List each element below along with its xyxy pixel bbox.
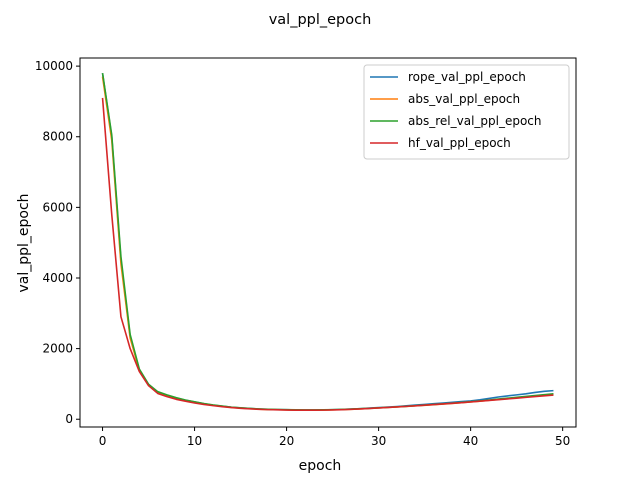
x-axis-label: epoch — [299, 458, 342, 474]
x-tick-label: 10 — [187, 434, 202, 448]
y-axis: 0 2000 4000 6000 8000 10000 — [35, 59, 80, 426]
x-tick-label: 50 — [555, 434, 570, 448]
x-tick-label: 30 — [371, 434, 386, 448]
y-axis-label: val_ppl_epoch — [16, 193, 32, 292]
y-tick-label: 2000 — [42, 342, 73, 356]
legend-label-3: hf_val_ppl_epoch — [408, 136, 511, 150]
y-tick-label: 0 — [65, 412, 73, 426]
x-tick-label: 0 — [99, 434, 107, 448]
legend-label-1: abs_val_ppl_epoch — [408, 92, 520, 106]
x-axis: 0 10 20 30 40 50 — [99, 427, 570, 448]
legend-label-2: abs_rel_val_ppl_epoch — [408, 114, 542, 128]
series-line-3 — [101, 97, 554, 412]
legend-box — [363, 64, 570, 160]
y-tick-label: 6000 — [42, 200, 73, 214]
legend-label-0: rope_val_ppl_epoch — [408, 70, 526, 84]
y-tick-label: 8000 — [42, 130, 73, 144]
legend: rope_val_ppl_epoch abs_val_ppl_epoch abs_r… — [363, 64, 570, 160]
x-tick-label: 20 — [279, 434, 294, 448]
y-tick-label: 4000 — [42, 271, 73, 285]
y-tick-label: 10000 — [35, 59, 73, 73]
chart-title: val_ppl_epoch — [269, 12, 372, 28]
plot-frame — [79, 57, 577, 428]
x-tick-label: 40 — [463, 434, 478, 448]
series-lines — [101, 73, 554, 412]
